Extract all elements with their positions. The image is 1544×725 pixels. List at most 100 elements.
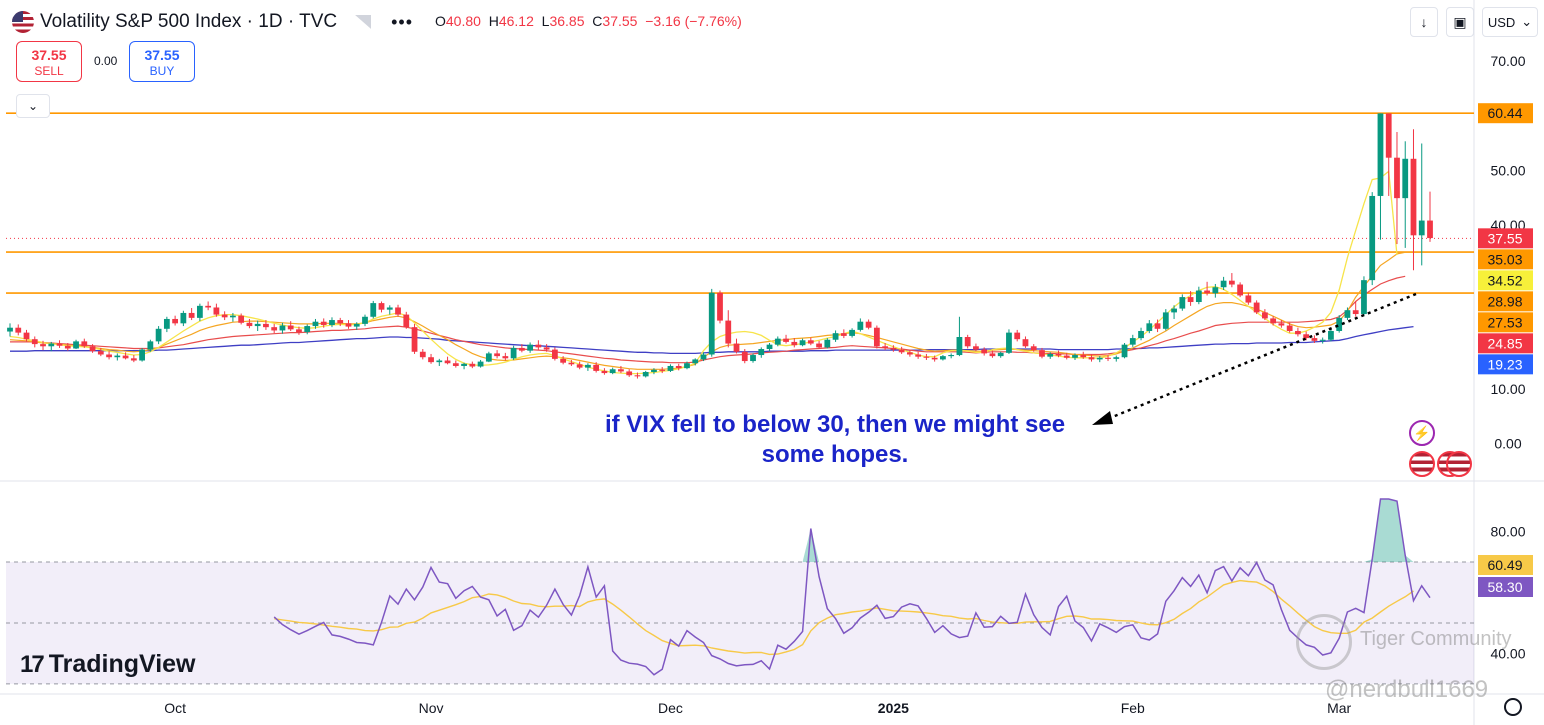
candle-body: [1303, 334, 1310, 339]
price-label-box: [1478, 354, 1533, 375]
candle-body: [419, 351, 426, 358]
price-tick-label: 50.00: [1490, 162, 1525, 178]
candle-body: [948, 355, 955, 357]
currency-label: USD: [1487, 14, 1516, 30]
rsi-label-box: [1478, 555, 1533, 575]
candle-body: [626, 371, 633, 376]
chevron-down-icon[interactable]: ⌄: [16, 94, 50, 118]
candle-body: [1228, 280, 1235, 285]
tradingview-logo[interactable]: 17 TradingView: [20, 650, 196, 679]
price-label-box: [1478, 270, 1533, 291]
sell-button[interactable]: 37.55 SELL: [16, 41, 82, 82]
candle-body: [791, 341, 798, 346]
candle-body: [196, 305, 203, 318]
more-horizontal-icon[interactable]: •••: [391, 11, 414, 32]
candle-body: [1319, 339, 1326, 341]
candle-body: [915, 354, 922, 357]
open-value: 40.80: [445, 13, 481, 29]
chevron-down-icon: ⌄: [1521, 14, 1533, 29]
candle-body: [73, 341, 79, 349]
candle-body: [48, 343, 55, 347]
candle-body: [1237, 284, 1244, 296]
candle-body: [485, 353, 492, 362]
candle-body: [659, 369, 666, 371]
candle-body: [518, 347, 525, 351]
price-label-box: [1478, 291, 1533, 312]
lightning-icon[interactable]: ⚡: [1409, 420, 1435, 446]
candle-body: [1369, 195, 1376, 281]
candle-body: [180, 312, 187, 324]
candle-body: [1030, 346, 1037, 351]
candle-body: [477, 361, 484, 367]
fullscreen-icon[interactable]: ▣: [1446, 7, 1474, 37]
arrow-down-icon[interactable]: ↓: [1410, 7, 1438, 37]
candle-body: [1162, 312, 1169, 329]
watermark-user: @nerdbull1669: [1325, 676, 1489, 703]
us-flag-icon[interactable]: [1409, 451, 1435, 477]
us-flag-icon[interactable]: [1446, 451, 1472, 477]
candle-body: [1261, 312, 1268, 319]
rsi-label: 60.49: [1487, 557, 1522, 573]
candle-body: [296, 329, 302, 333]
currency-select[interactable]: USD ⌄: [1482, 7, 1538, 37]
candle-body: [964, 337, 971, 347]
candle-body: [973, 346, 979, 350]
rsi-tick-label: 80.00: [1490, 524, 1525, 540]
buy-price: 37.55: [144, 47, 180, 63]
candle-body: [675, 365, 682, 369]
candle-body: [238, 315, 245, 323]
candle-body: [766, 344, 773, 350]
candle-body: [1138, 330, 1144, 339]
candle-body: [849, 329, 855, 336]
flag-icon[interactable]: [355, 15, 372, 29]
ohlc-values: O40.80 H46.12 L36.85 C37.55 −3.16 (−7.76…: [435, 13, 742, 29]
candle-body: [1344, 310, 1351, 318]
rsi-overbought-fill: [1363, 498, 1414, 563]
close-value: 37.55: [602, 13, 638, 29]
candle-body: [1072, 355, 1078, 358]
symbol-title[interactable]: Volatility S&P 500 Index · 1D · TVC: [40, 11, 338, 32]
candle-body: [106, 354, 112, 358]
candle-body: [337, 320, 344, 324]
candle-body: [263, 323, 269, 328]
candle-body: [799, 340, 806, 346]
candle-body: [717, 292, 723, 321]
annotation-arrowhead: [1092, 411, 1113, 425]
candle-body: [551, 349, 558, 359]
candle-body: [997, 352, 1004, 357]
symbol-header[interactable]: Volatility S&P 500 Index · 1D · TVC •••: [12, 8, 413, 36]
candle-body: [634, 375, 641, 377]
candle-body: [1096, 357, 1103, 360]
candle-body: [733, 343, 740, 352]
candle-body: [906, 352, 913, 355]
price-label-box: [1478, 312, 1533, 333]
annotation-text: if VIX fell to below 30, then we might s…: [570, 410, 1100, 470]
buy-button[interactable]: 37.55 BUY: [129, 41, 195, 82]
rsi-ma-line: [274, 579, 1414, 656]
candle-body: [64, 345, 71, 349]
gear-icon[interactable]: [1504, 698, 1522, 716]
candle-body: [31, 339, 38, 345]
candle-body: [1195, 290, 1202, 303]
candle-body: [543, 347, 550, 350]
candle-body: [1080, 355, 1087, 358]
sell-label: SELL: [34, 64, 64, 78]
candle-body: [155, 328, 162, 342]
candle-body: [923, 356, 930, 358]
candle-body: [1427, 220, 1433, 239]
candle-body: [362, 316, 368, 324]
candle-body: [304, 326, 311, 333]
candle-body: [411, 327, 418, 352]
candle-body: [205, 305, 212, 308]
candle-body: [568, 362, 575, 365]
candle-body: [774, 338, 781, 345]
candle-body: [230, 315, 236, 318]
tradingview-logo-text: TradingView: [48, 650, 196, 678]
candle-body: [1311, 338, 1318, 341]
candle-body: [1063, 355, 1070, 358]
candle-body: [23, 332, 30, 340]
candle-body: [122, 355, 129, 359]
candle-body: [221, 314, 228, 318]
candle-body: [1394, 157, 1400, 199]
